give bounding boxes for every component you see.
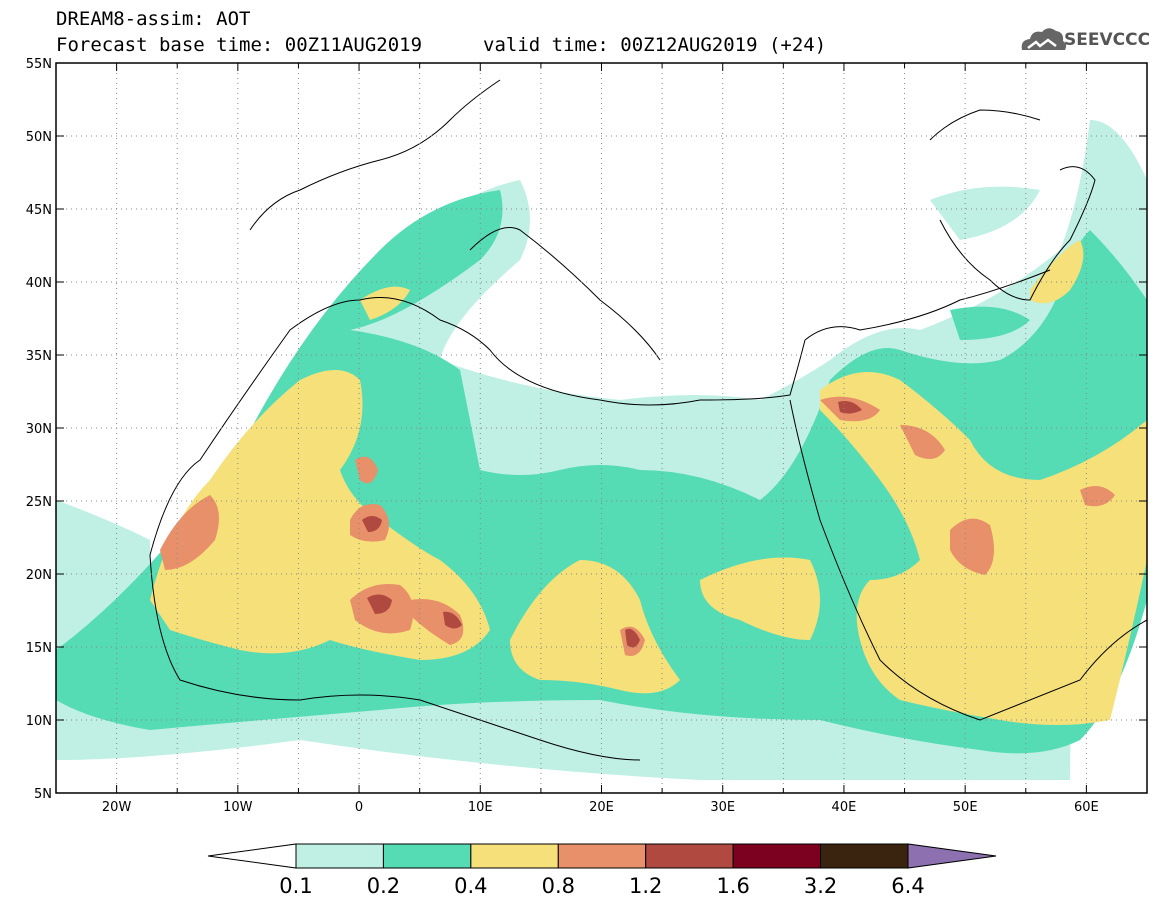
- lon-label: 20W: [102, 800, 132, 815]
- lon-label: 50E: [953, 800, 978, 815]
- valid-time: valid time: 00Z12AUG2019 (+24): [483, 34, 827, 56]
- colorbar-swatch: [295, 843, 384, 869]
- colorbar-swatch: [645, 843, 734, 869]
- grid-lines: [56, 63, 1147, 793]
- colorbar-label: 6.4: [891, 874, 924, 898]
- colorbar: 0.1 0.2 0.4 0.8 1.2 1.6 3.2 6.4: [207, 843, 997, 898]
- colorbar-label: 0.1: [279, 874, 312, 898]
- aot-level-1.2-1.6: [362, 401, 862, 648]
- lat-label: 40N: [26, 276, 52, 291]
- lon-label: 60E: [1074, 800, 1099, 815]
- coastlines: [149, 79, 1147, 761]
- colorbar-label: 0.2: [367, 874, 400, 898]
- map-title: DREAM8-assim: AOT: [56, 8, 251, 30]
- colorbar-swatch: [820, 843, 909, 869]
- aot-level-0.8-1.2: [160, 396, 1115, 656]
- colorbar-arrow-left: [207, 843, 297, 869]
- colorbar-swatch: [470, 843, 559, 869]
- lat-label: 5N: [34, 787, 52, 802]
- colorbar-arrow-right: [907, 843, 997, 869]
- colorbar-swatch: [557, 843, 647, 869]
- colorbar-label: 0.8: [542, 874, 575, 898]
- colorbar-label: 0.4: [454, 874, 487, 898]
- axis-ticks: 20W 10W 0 10E 20E 30E 40E 50E 60E 55N 50N 45N 40N 35N…: [26, 57, 1148, 815]
- colorbar-label: 1.6: [716, 874, 749, 898]
- lat-label: 45N: [26, 203, 52, 218]
- cloud-icon: [1021, 28, 1067, 50]
- lat-label: 25N: [26, 495, 52, 510]
- lon-label: 10W: [223, 800, 253, 815]
- colorbar-swatch: [732, 843, 822, 869]
- forecast-base-time: Forecast base time: 00Z11AUG2019: [56, 34, 423, 56]
- lat-label: 35N: [26, 349, 52, 364]
- colorbar-label: 1.2: [629, 874, 662, 898]
- lat-label: 30N: [26, 422, 52, 437]
- lat-label: 15N: [26, 641, 52, 656]
- lon-label: 10E: [468, 800, 493, 815]
- lon-label: 30E: [710, 800, 735, 815]
- colorbar-swatch: [382, 843, 472, 869]
- lon-label: 0: [355, 800, 363, 815]
- colorbar-label: 3.2: [804, 874, 837, 898]
- lat-label: 20N: [26, 568, 52, 583]
- logo-text: SEEVCCC: [1064, 30, 1151, 50]
- aot-field: [56, 120, 1147, 780]
- lon-label: 20E: [589, 800, 614, 815]
- lon-label: 40E: [832, 800, 857, 815]
- lat-label: 55N: [26, 57, 52, 72]
- lat-label: 50N: [26, 130, 52, 145]
- lat-label: 10N: [26, 714, 52, 729]
